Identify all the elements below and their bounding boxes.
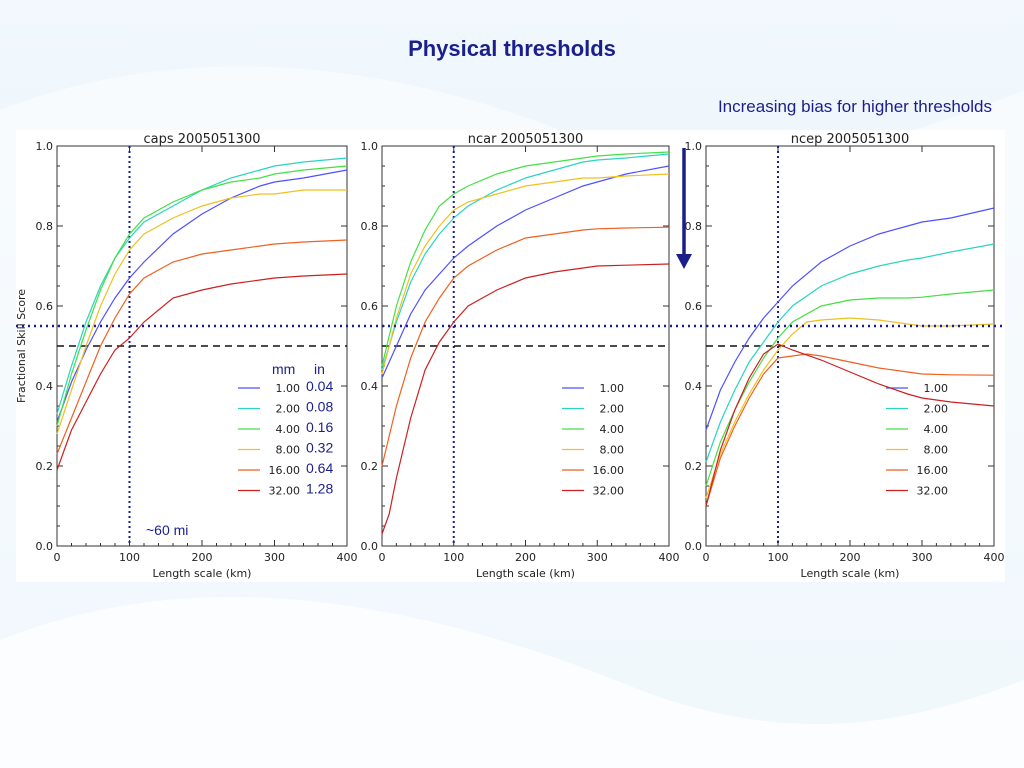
series-line-2.00 xyxy=(56,157,348,415)
series-line-32.00 xyxy=(56,273,348,471)
chart-1: 0 100 200 300 400 0.0 0.2 0.4 0.6 0.8 1.0 caps 2005… xyxy=(36,132,358,580)
x-tick-label: 200 xyxy=(840,551,861,564)
x-tick-label: 300 xyxy=(912,551,933,564)
chart-3: 0 100 200 300 400 0.0 0.2 0.4 0.6 0.8 1.0 ncep 2005… xyxy=(685,132,1005,580)
down-arrow-icon xyxy=(676,148,692,269)
chart-2: 0 100 200 300 400 0.0 0.2 0.4 0.6 0.8 1.0 ncar 2005… xyxy=(361,132,680,580)
x-tick-label: 0 xyxy=(54,551,61,564)
y-tick-label: 0.2 xyxy=(36,460,54,473)
x-tick-label: 400 xyxy=(984,551,1005,564)
y-tick-label: 0.8 xyxy=(361,220,379,233)
series-line-4.00 xyxy=(56,165,348,427)
x-tick-label: 200 xyxy=(515,551,536,564)
y-tick-label: 1.0 xyxy=(685,140,703,153)
y-tick-label: 0.6 xyxy=(36,300,54,313)
series-line-32.00 xyxy=(705,343,995,507)
y-tick-label: 0.2 xyxy=(361,460,379,473)
x-axis-label: Length scale (km) xyxy=(801,567,900,580)
legend-label: 1.00 xyxy=(600,382,625,395)
y-tick-label: 1.0 xyxy=(36,140,54,153)
series-line-8.00 xyxy=(381,173,670,375)
legend-label: 1.00 xyxy=(276,382,301,395)
x-axis-label: Length scale (km) xyxy=(153,567,252,580)
series-line-8.00 xyxy=(705,317,995,499)
series-line-8.00 xyxy=(56,189,347,435)
chart-title: caps 2005051300 xyxy=(144,132,261,147)
y-tick-label: 0.8 xyxy=(36,220,54,233)
legend-label: 8.00 xyxy=(276,444,301,457)
x-axis-label: Length scale (km) xyxy=(476,567,575,580)
slide-title: Physical thresholds xyxy=(408,36,616,61)
y-tick-label: 0.4 xyxy=(685,380,703,393)
annotation-60mi: ~60 mi xyxy=(146,522,188,538)
x-tick-label: 300 xyxy=(264,551,285,564)
x-tick-label: 100 xyxy=(768,551,789,564)
legend-label: 32.00 xyxy=(917,485,949,498)
series-line-16.00 xyxy=(705,353,995,507)
legend-label: 4.00 xyxy=(924,423,949,436)
legend-inches-label: 0.64 xyxy=(306,460,333,476)
x-tick-label: 200 xyxy=(192,551,213,564)
y-tick-label: 0.0 xyxy=(685,540,703,553)
legend-label: 2.00 xyxy=(600,403,625,416)
legend-inches-label: 0.08 xyxy=(306,399,333,415)
chart-title: ncep 2005051300 xyxy=(791,132,909,147)
y-tick-label: 0.8 xyxy=(685,220,703,233)
x-tick-label: 0 xyxy=(379,551,386,564)
y-tick-label: 0.4 xyxy=(36,380,54,393)
series-line-2.00 xyxy=(705,243,995,463)
x-tick-label: 0 xyxy=(703,551,710,564)
x-tick-label: 100 xyxy=(119,551,140,564)
series-line-4.00 xyxy=(381,151,670,367)
legend-inches-label: 0.16 xyxy=(306,419,333,435)
legend-inches-label: 0.04 xyxy=(306,378,333,394)
x-tick-label: 400 xyxy=(659,551,680,564)
chart-title: ncar 2005051300 xyxy=(468,132,584,147)
legend-label: 8.00 xyxy=(600,444,625,457)
series-line-1.00 xyxy=(705,207,995,431)
mm-header: mm xyxy=(272,361,295,377)
y-axis-label: Fractional Skill Score xyxy=(16,289,28,403)
x-tick-label: 100 xyxy=(443,551,464,564)
series-line-4.00 xyxy=(705,289,995,487)
figure-panel: 0 100 200 300 400 0.0 0.2 0.4 0.6 0.8 1.0 caps 2005… xyxy=(16,130,1005,582)
legend-inches-label: 0.32 xyxy=(306,440,333,456)
legend-label: 4.00 xyxy=(600,423,625,436)
legend-label: 8.00 xyxy=(924,444,949,457)
legend-label: 32.00 xyxy=(593,485,625,498)
legend-label: 16.00 xyxy=(593,464,625,477)
legend-label: 16.00 xyxy=(917,464,949,477)
y-tick-label: 0.6 xyxy=(685,300,703,313)
slide-note: Increasing bias for higher thresholds xyxy=(717,97,992,116)
y-tick-label: 0.6 xyxy=(361,300,379,313)
y-tick-label: 0.0 xyxy=(361,540,379,553)
x-tick-label: 400 xyxy=(337,551,358,564)
series-line-16.00 xyxy=(381,226,670,467)
legend-label: 1.00 xyxy=(924,382,949,395)
y-tick-label: 0.2 xyxy=(685,460,703,473)
legend-label: 4.00 xyxy=(276,423,301,436)
y-tick-label: 0.4 xyxy=(361,380,379,393)
series-line-1.00 xyxy=(56,169,348,423)
y-tick-label: 0.0 xyxy=(36,540,54,553)
series-line-1.00 xyxy=(381,165,670,379)
legend-label: 2.00 xyxy=(276,403,301,416)
series-line-32.00 xyxy=(381,263,670,535)
legend-inches-label: 1.28 xyxy=(306,481,333,497)
legend-label: 2.00 xyxy=(924,403,949,416)
legend-label: 16.00 xyxy=(269,464,301,477)
series-line-16.00 xyxy=(56,239,348,455)
x-tick-label: 300 xyxy=(587,551,608,564)
y-tick-label: 1.0 xyxy=(361,140,379,153)
in-header: in xyxy=(314,361,325,377)
legend-label: 32.00 xyxy=(269,485,301,498)
